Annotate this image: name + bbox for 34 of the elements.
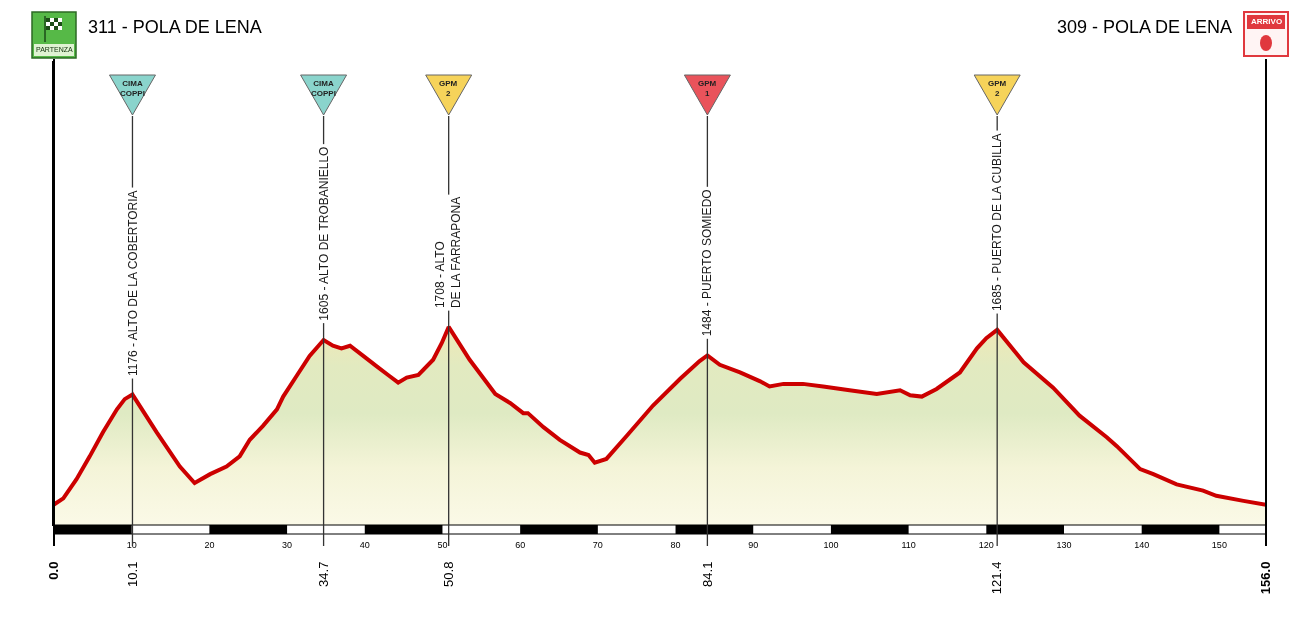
x-tick-label: 90	[748, 539, 759, 550]
annotation: GPM 2	[439, 79, 458, 99]
data-label: 1708 - ALTO DE LA FARRAPONA	[433, 196, 463, 309]
ref-line-label: 311 - POLA DE LENA	[88, 17, 262, 37]
x2-tick-label: 50.8	[440, 561, 456, 587]
x-tick-label: 40	[359, 539, 370, 550]
annotation: GPM 2	[988, 79, 1007, 99]
annotation: CIMA COPPI	[311, 79, 336, 99]
x2-tick-label: 34.7	[315, 561, 331, 587]
x-tick-label: 120	[978, 539, 994, 550]
ref-line-label: 309 - POLA DE LENA	[1057, 17, 1233, 37]
annotation: GPM 1	[698, 79, 717, 99]
x-tick-label: 60	[515, 539, 526, 550]
data-label: 1685 - PUERTO DE LA CUBILLA	[990, 133, 1005, 312]
x-tick-label: 20	[204, 539, 215, 550]
x-tick-label: 140	[1134, 539, 1150, 550]
x-tick-label: 100	[823, 539, 839, 550]
x-tick-label: 130	[1056, 539, 1072, 550]
text: ARRIVO	[1251, 17, 1283, 26]
x2-tick-label: 84.1	[699, 561, 715, 587]
x2-tick-label: 0.0	[46, 561, 62, 580]
x-tick-label: 150	[1211, 539, 1227, 550]
x-tick-label: 110	[901, 539, 916, 550]
x2-tick-label: 156.0	[1258, 561, 1274, 595]
x-tick-label: 80	[670, 539, 681, 550]
data-label: 1484 - PUERTO SOMIEDO	[700, 189, 715, 337]
annotation: CIMA COPPI	[120, 79, 145, 99]
x2-tick-label: 121.4	[989, 561, 1005, 595]
x2-tick-label: 10.1	[124, 561, 140, 587]
x-tick-label: 70	[592, 539, 603, 550]
data-label: 1176 - ALTO DE LA COBERTORIA	[125, 190, 140, 377]
x-tick-label: 50	[437, 539, 448, 550]
x-tick-label: 30	[282, 539, 293, 550]
data-label: 1605 - ALTO DE TROBANIELLO	[316, 146, 331, 321]
